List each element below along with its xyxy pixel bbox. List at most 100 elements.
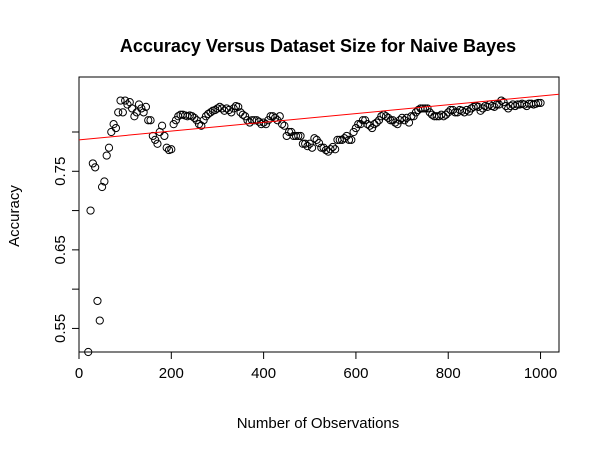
data-point xyxy=(441,110,451,119)
data-point xyxy=(206,108,215,117)
data-point xyxy=(386,116,395,125)
data-point xyxy=(314,138,324,148)
y-tick-label: 0.55 xyxy=(52,314,69,343)
x-tick-label: 600 xyxy=(343,365,368,382)
data-point xyxy=(261,120,271,129)
data-point xyxy=(365,121,374,130)
data-point xyxy=(305,139,314,148)
x-axis: 0 200 400 600 800 1000 xyxy=(75,352,557,382)
data-point xyxy=(409,112,418,121)
data-point xyxy=(160,131,169,141)
data-point xyxy=(86,206,95,215)
data-point xyxy=(127,104,137,113)
data-point xyxy=(148,131,157,141)
data-point xyxy=(361,116,370,125)
data-point xyxy=(144,116,153,125)
data-point xyxy=(146,116,155,125)
data-point xyxy=(335,135,344,144)
data-point xyxy=(257,120,266,129)
data-point xyxy=(97,182,107,192)
x-tick-label: 800 xyxy=(436,365,461,382)
data-point xyxy=(116,96,125,105)
data-point xyxy=(536,98,545,108)
data-point xyxy=(291,131,301,141)
data-point xyxy=(372,118,381,127)
data-point xyxy=(227,108,236,117)
x-axis-label: Number of Observations xyxy=(237,415,400,432)
data-point xyxy=(91,163,100,172)
data-point xyxy=(139,108,148,117)
data-point xyxy=(118,108,127,117)
data-point xyxy=(331,145,340,154)
data-point xyxy=(347,135,356,144)
data-point xyxy=(280,121,289,130)
data-point xyxy=(111,123,121,133)
data-point xyxy=(384,113,393,122)
data-point xyxy=(296,131,305,141)
data-point xyxy=(303,142,312,151)
chart-title: Accuracy Versus Dataset Size for Naive B… xyxy=(120,36,516,56)
data-point xyxy=(171,116,181,125)
data-point xyxy=(326,145,335,154)
data-point xyxy=(197,121,206,130)
data-point xyxy=(241,112,250,121)
data-point xyxy=(157,121,167,130)
data-point xyxy=(250,116,259,125)
data-point xyxy=(234,102,243,111)
data-point xyxy=(423,104,432,113)
data-point xyxy=(397,113,407,122)
data-point xyxy=(151,135,160,144)
data-point xyxy=(102,151,111,160)
data-point xyxy=(476,106,485,115)
data-point xyxy=(114,108,123,117)
data-point xyxy=(100,177,109,186)
y-axis: 0.55 0.65 0.75 xyxy=(52,131,79,343)
data-point xyxy=(238,110,247,119)
data-point xyxy=(490,102,499,111)
data-point xyxy=(317,143,326,152)
data-point xyxy=(534,98,543,108)
data-point xyxy=(121,96,130,105)
data-point xyxy=(169,120,178,129)
data-point xyxy=(88,159,97,168)
data-point xyxy=(499,98,508,107)
y-tick-label: 0.75 xyxy=(52,157,69,186)
data-point xyxy=(294,131,303,141)
data-point xyxy=(349,127,358,137)
data-point xyxy=(229,104,238,113)
data-point xyxy=(321,145,331,155)
data-point xyxy=(141,102,151,111)
data-point xyxy=(418,104,427,113)
data-point xyxy=(478,104,487,113)
data-point xyxy=(137,104,146,113)
data-point xyxy=(130,112,139,121)
data-point xyxy=(462,105,471,115)
data-point xyxy=(95,316,104,325)
data-point xyxy=(84,347,93,357)
data-point xyxy=(460,108,469,117)
plot-frame xyxy=(78,76,560,353)
data-point xyxy=(93,296,102,306)
data-point xyxy=(167,145,176,154)
x-tick-label: 200 xyxy=(159,365,184,382)
data-point xyxy=(199,116,208,125)
data-point xyxy=(162,143,171,152)
x-tick-label: 0 xyxy=(75,365,83,382)
y-tick-label: 0.65 xyxy=(52,235,69,264)
x-tick-label: 1000 xyxy=(524,365,557,382)
data-points xyxy=(84,96,545,357)
data-point xyxy=(400,116,409,125)
data-point xyxy=(374,116,384,125)
data-point xyxy=(190,113,199,122)
data-point xyxy=(224,105,234,115)
data-point xyxy=(104,143,114,152)
data-point xyxy=(367,123,377,133)
data-point xyxy=(107,127,116,137)
data-point xyxy=(328,142,337,152)
data-point xyxy=(153,139,162,148)
data-point xyxy=(109,120,118,129)
data-point xyxy=(344,135,354,144)
data-point xyxy=(393,120,402,129)
y-axis-label: Accuracy xyxy=(6,185,23,247)
